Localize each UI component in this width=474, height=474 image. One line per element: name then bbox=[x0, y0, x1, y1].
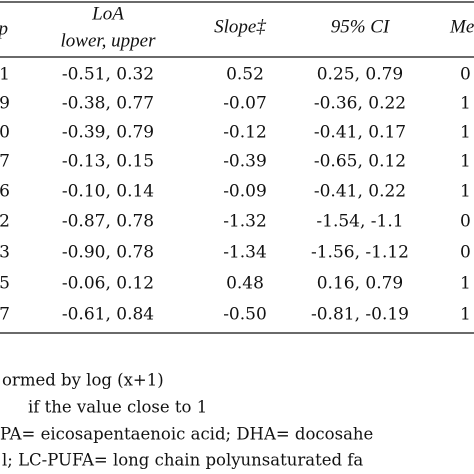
table-cell: -0.12 bbox=[223, 123, 267, 143]
header-cell: Me bbox=[449, 16, 474, 37]
table-cell: -0.39, 0.79 bbox=[62, 123, 154, 143]
table-cell: 5 bbox=[0, 274, 10, 294]
table-cell: 1 bbox=[460, 274, 471, 294]
table-cell: 0.48 bbox=[226, 274, 264, 294]
header-cell: lower, upper bbox=[61, 30, 157, 51]
table-cell: -1.54, -1.1 bbox=[316, 212, 403, 232]
header-cell: Slope‡ bbox=[214, 16, 266, 37]
table-cell: 6 bbox=[0, 182, 10, 202]
table-cell: -0.41, 0.17 bbox=[314, 123, 406, 143]
footnote: ormed by log (x+1) bbox=[2, 371, 164, 390]
table-cell: -0.65, 0.12 bbox=[314, 152, 406, 172]
table-cell: 7 bbox=[0, 152, 10, 172]
table-cell: -0.51, 0.32 bbox=[62, 65, 154, 85]
table-cell: -0.50 bbox=[223, 305, 267, 325]
table-cell: -0.90, 0.78 bbox=[62, 243, 154, 263]
table-cell: -1.32 bbox=[223, 212, 267, 232]
table-cell: 1 bbox=[460, 123, 471, 143]
footnote: PA= eicosapentaenoic acid; DHA= docosahe bbox=[0, 425, 373, 444]
table-cell: -0.87, 0.78 bbox=[62, 212, 154, 232]
table-cell: 0.25, 0.79 bbox=[317, 65, 404, 85]
table-cell: -1.56, -1.12 bbox=[311, 243, 409, 263]
table-cell: -0.41, 0.22 bbox=[314, 182, 406, 202]
table-cell: 1 bbox=[460, 152, 471, 172]
header-cell: LoA bbox=[91, 3, 124, 24]
table-cell: -0.36, 0.22 bbox=[314, 94, 406, 114]
table-cell: 7 bbox=[0, 305, 10, 325]
table-cell: 0 bbox=[460, 243, 471, 263]
table-cell: 9 bbox=[0, 94, 10, 114]
table-cell: -0.38, 0.77 bbox=[62, 94, 154, 114]
table-cell: -0.09 bbox=[223, 182, 267, 202]
table-cell: 1 bbox=[460, 182, 471, 202]
footnote: if the value close to 1 bbox=[28, 398, 207, 417]
table-cell: -0.07 bbox=[223, 94, 267, 114]
table-cell: 0 bbox=[0, 123, 10, 143]
header-cell: p bbox=[0, 18, 8, 39]
table-cell: 0 bbox=[460, 212, 471, 232]
table-cell: -0.06, 0.12 bbox=[62, 274, 154, 294]
table-cell: 1 bbox=[0, 65, 10, 85]
table-cell: -1.34 bbox=[223, 243, 267, 263]
table-cell: -0.61, 0.84 bbox=[62, 305, 154, 325]
table-cell: 0.52 bbox=[226, 65, 264, 85]
table-cell: -0.81, -0.19 bbox=[311, 305, 409, 325]
table-cell: 1 bbox=[460, 94, 471, 114]
table-cell: 0.16, 0.79 bbox=[317, 274, 404, 294]
table-cell: -0.10, 0.14 bbox=[62, 182, 154, 202]
table-cell: 2 bbox=[0, 212, 10, 232]
table-cell: -0.13, 0.15 bbox=[62, 152, 154, 172]
table-cell: 1 bbox=[460, 305, 471, 325]
table-cell: -0.39 bbox=[223, 152, 267, 172]
table-cell: 0 bbox=[460, 65, 471, 85]
footnote: l; LC-PUFA= long chain polyunsaturated f… bbox=[2, 451, 363, 470]
header-cell: 95% CI bbox=[331, 16, 391, 37]
table-cell: 3 bbox=[0, 243, 10, 263]
